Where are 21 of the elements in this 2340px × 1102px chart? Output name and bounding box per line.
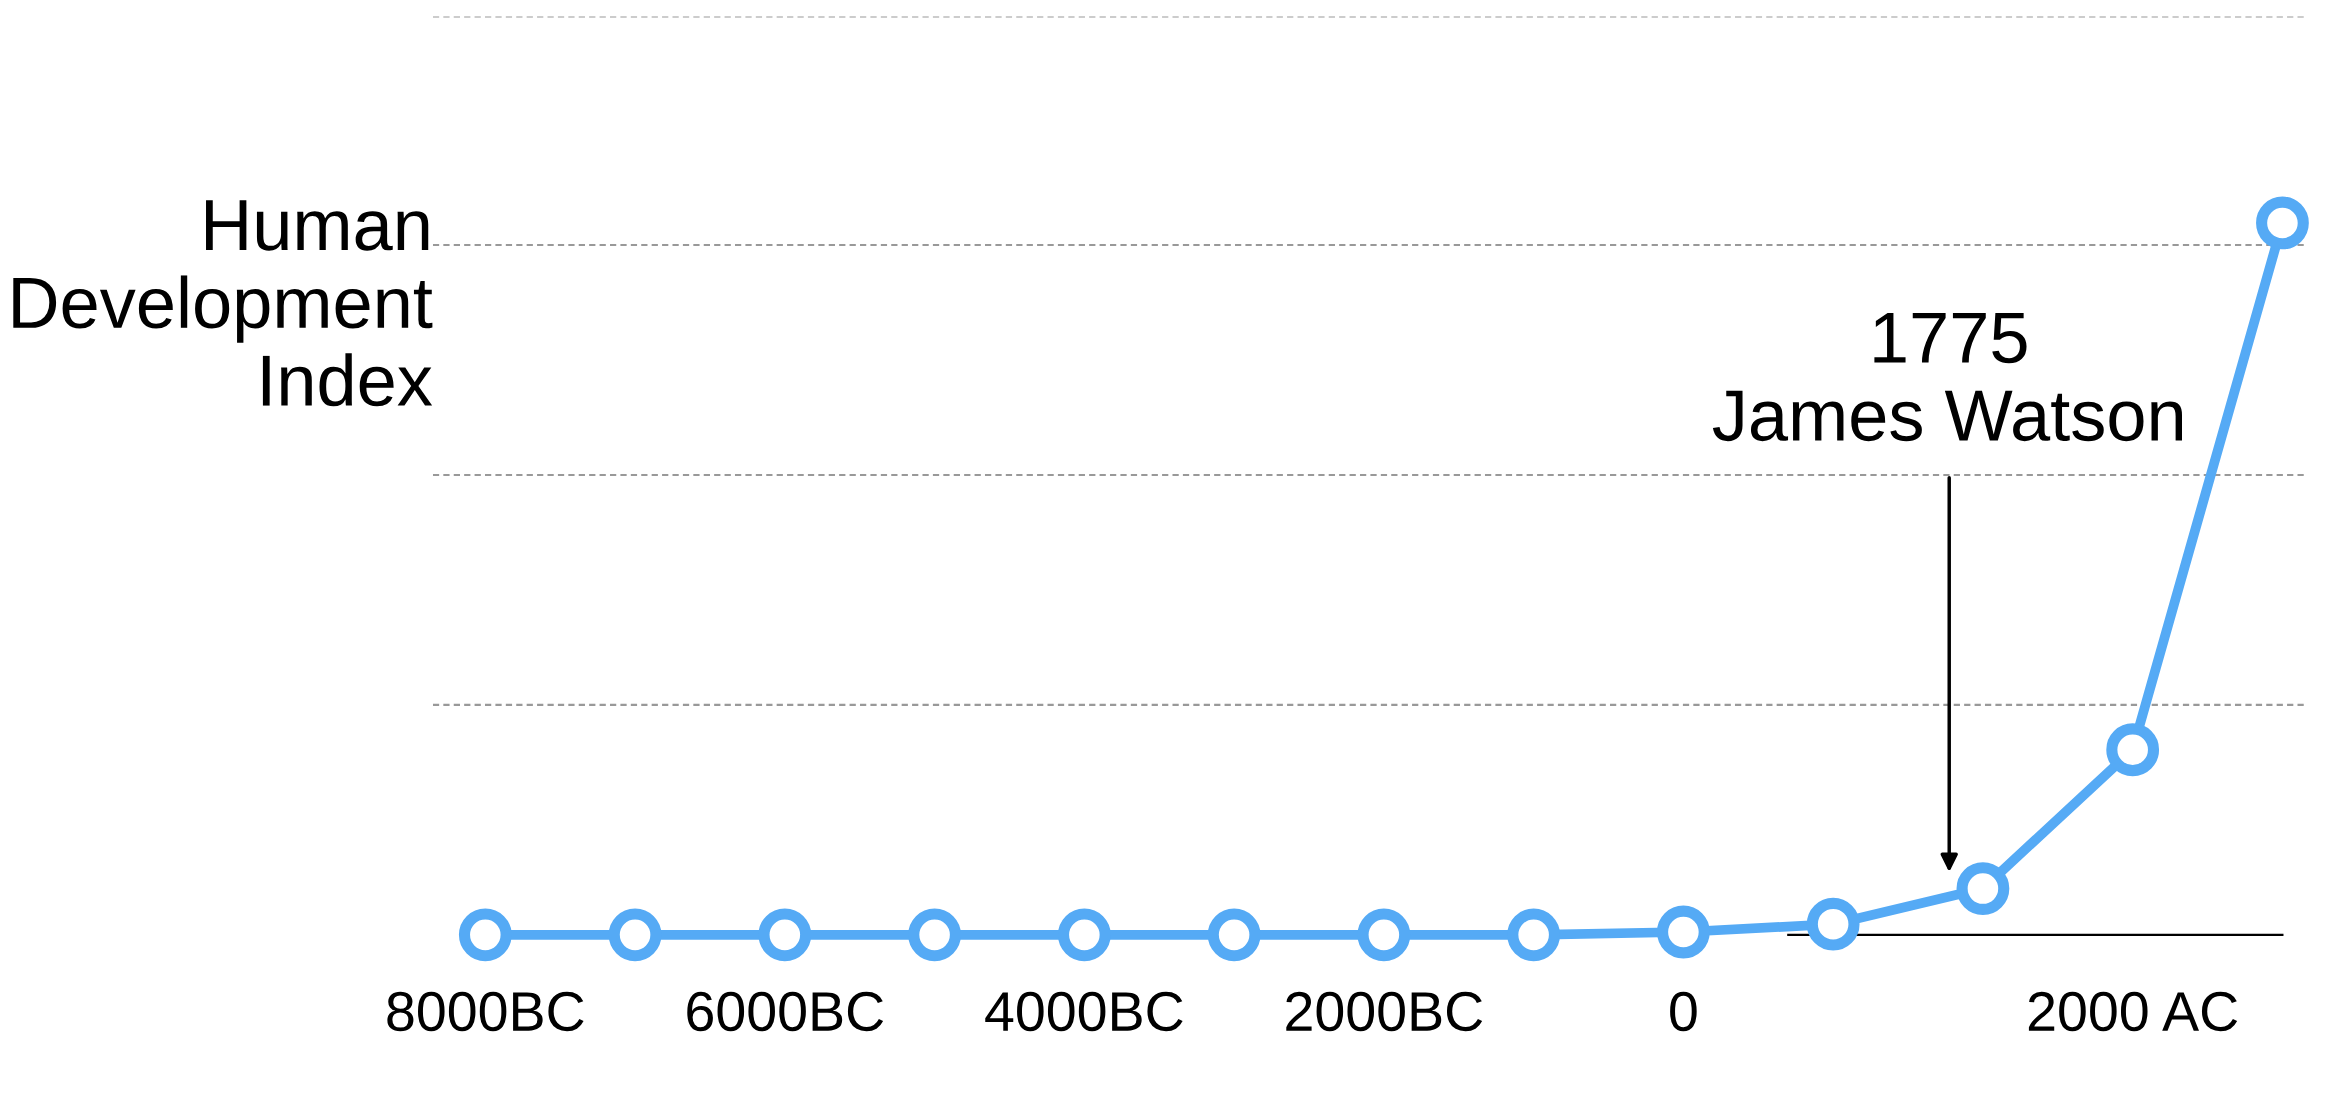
- point: [2256, 196, 2309, 250]
- x-tick-label: 2000BC: [1286, 991, 1483, 1032]
- x-tick-label: 2000 AC: [2028, 991, 2238, 1032]
- point: [2106, 723, 2160, 777]
- point: [1507, 908, 1561, 962]
- point: [1956, 862, 2010, 915]
- point: [1806, 897, 1860, 951]
- point: [1207, 908, 1261, 962]
- point: [1657, 905, 1710, 959]
- x-tick-label: 0: [1670, 991, 1697, 1032]
- point: [758, 908, 812, 962]
- annotation: 1775 James Watson: [1712, 312, 2182, 442]
- y-axis-title: Human Development Index: [13, 200, 433, 407]
- x-tick-label: 6000BC: [687, 991, 884, 1032]
- point: [908, 908, 961, 962]
- point: [458, 908, 512, 962]
- point: [1357, 908, 1411, 962]
- point: [608, 908, 662, 962]
- x-tick-label: 8000BC: [387, 991, 584, 1032]
- point: [1057, 908, 1111, 962]
- x-tick-label: 4000BC: [985, 991, 1183, 1032]
